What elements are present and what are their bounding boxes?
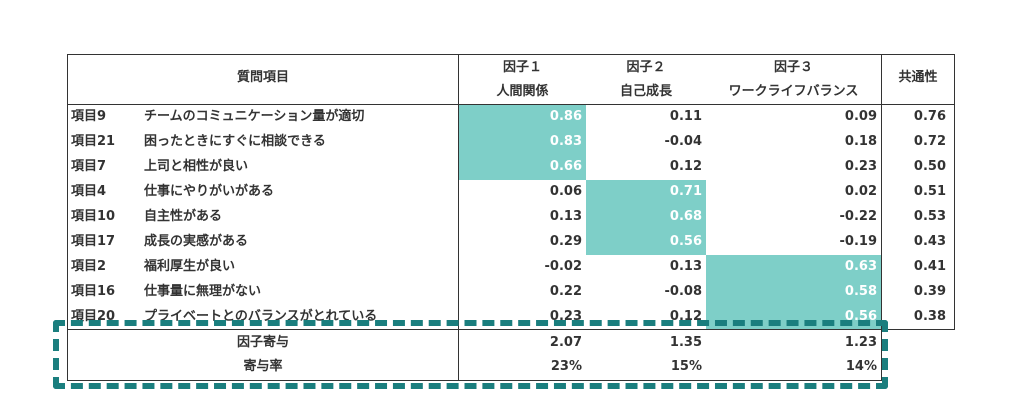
loading-f1: 0.22 <box>549 284 582 299</box>
dashed-emphasis-box <box>53 320 888 389</box>
right-border <box>954 54 955 330</box>
loading-f3: -0.22 <box>839 209 877 224</box>
loading-f3: -0.19 <box>839 234 877 249</box>
loading-f3: 0.58 <box>844 284 877 299</box>
loading-f1: 0.83 <box>549 134 582 149</box>
table-row: 項目10 自主性がある 0.13 0.68 -0.22 0.53 <box>0 205 1033 230</box>
item-text: 上司と相性が良い <box>144 159 249 174</box>
loading-f1: 0.66 <box>549 159 582 174</box>
item-text: チームのコミュニケーション量が適切 <box>144 109 365 124</box>
item-id: 項目16 <box>71 284 116 299</box>
loading-f2: -0.08 <box>664 284 702 299</box>
loading-f2: 0.56 <box>669 234 702 249</box>
loading-f2: 0.71 <box>669 184 702 199</box>
header-factor1-sub: 人間関係 <box>496 84 549 99</box>
table-row: 項目2 福利厚生が良い -0.02 0.13 0.63 0.41 <box>0 255 1033 280</box>
rate-f1: 23% <box>550 359 582 374</box>
loading-f1: -0.02 <box>544 259 582 274</box>
header-factor2-title: 因子２ <box>626 60 666 75</box>
loading-f1: 0.13 <box>549 209 582 224</box>
rate-f2: 15% <box>670 359 702 374</box>
item-id: 項目21 <box>71 134 116 149</box>
contribution-f2: 1.35 <box>669 335 702 350</box>
factor3-right-divider <box>881 54 882 381</box>
item-text: 自主性がある <box>144 209 223 224</box>
communality: 0.50 <box>913 159 946 174</box>
item-column-divider <box>458 54 459 381</box>
header-factor2-sub: 自己成長 <box>619 84 672 99</box>
loading-f1: 0.06 <box>549 184 582 199</box>
communality: 0.43 <box>913 234 946 249</box>
loading-f3: 0.09 <box>844 109 877 124</box>
communality: 0.72 <box>913 134 946 149</box>
item-id: 項目10 <box>71 209 116 224</box>
item-id: 項目4 <box>71 184 107 199</box>
header-factor3-sub: ワークライフバランス <box>728 84 859 99</box>
contribution-label: 因子寄与 <box>236 335 289 350</box>
loading-f3: 0.18 <box>844 134 877 149</box>
header-bottom-border <box>67 104 954 105</box>
loading-f3: 0.23 <box>844 159 877 174</box>
loading-f2: 0.68 <box>669 209 702 224</box>
table-row: 項目21 困ったときにすぐに相談できる 0.83 -0.04 0.18 0.72 <box>0 130 1033 155</box>
rate-f3: 14% <box>845 359 877 374</box>
item-id: 項目9 <box>71 109 107 124</box>
contribution-f3: 1.23 <box>844 335 877 350</box>
table-row: 項目4 仕事にやりがいがある 0.06 0.71 0.02 0.51 <box>0 180 1033 205</box>
loading-f1: 0.29 <box>549 234 582 249</box>
contribution-f1: 2.07 <box>549 335 582 350</box>
header-factor3-title: 因子３ <box>773 60 813 75</box>
loading-f2: -0.04 <box>664 134 702 149</box>
communality: 0.38 <box>913 309 946 324</box>
communality: 0.41 <box>913 259 946 274</box>
item-id: 項目2 <box>71 259 107 274</box>
loading-f2: 0.12 <box>669 159 702 174</box>
header-communality: 共通性 <box>898 70 938 85</box>
item-id: 項目17 <box>71 234 116 249</box>
table-row: 項目7 上司と相性が良い 0.66 0.12 0.23 0.50 <box>0 155 1033 180</box>
highlight-factor2 <box>586 180 706 255</box>
highlight-factor3 <box>706 255 881 330</box>
loading-f3: 0.02 <box>844 184 877 199</box>
communality: 0.39 <box>913 284 946 299</box>
item-id: 項目7 <box>71 159 107 174</box>
rate-label: 寄与率 <box>243 359 283 374</box>
body-bottom-border <box>67 329 954 330</box>
table-row: 項目17 成長の実感がある 0.29 0.56 -0.19 0.43 <box>0 230 1033 255</box>
loading-f1: 0.86 <box>549 109 582 124</box>
highlight-factor1 <box>459 105 586 180</box>
item-text: 困ったときにすぐに相談できる <box>144 134 326 149</box>
left-border <box>67 54 68 381</box>
item-text: 福利厚生が良い <box>144 259 236 274</box>
table-row: 項目9 チームのコミュニケーション量が適切 0.86 0.11 0.09 0.7… <box>0 105 1033 130</box>
loading-f2: 0.11 <box>669 109 702 124</box>
table-row: 項目16 仕事量に無理がない 0.22 -0.08 0.58 0.39 <box>0 280 1033 305</box>
item-text: 仕事にやりがいがある <box>144 184 275 199</box>
loading-f3: 0.63 <box>844 259 877 274</box>
communality: 0.51 <box>913 184 946 199</box>
loading-f2: 0.13 <box>669 259 702 274</box>
communality: 0.53 <box>913 209 946 224</box>
header-item: 質問項目 <box>236 70 289 85</box>
footer-bottom-border <box>67 380 882 381</box>
header-factor1-title: 因子１ <box>502 60 542 75</box>
item-text: 成長の実感がある <box>144 234 249 249</box>
table-top-border <box>67 54 954 55</box>
communality: 0.76 <box>913 109 946 124</box>
item-text: 仕事量に無理がない <box>144 284 262 299</box>
